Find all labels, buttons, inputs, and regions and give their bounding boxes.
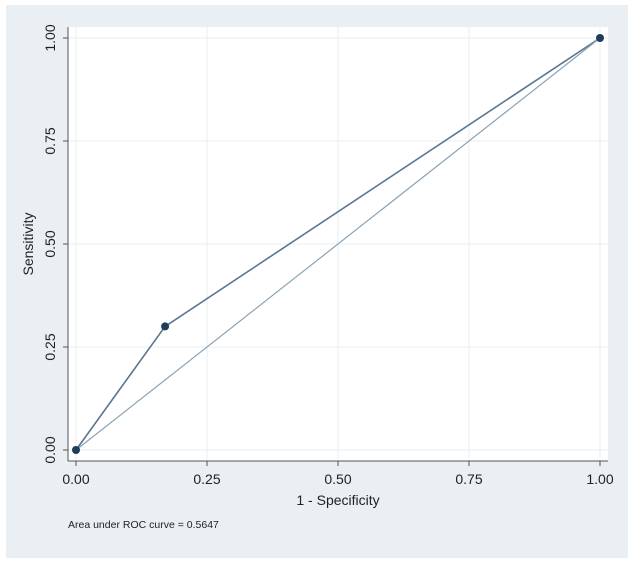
- y-tick-label: 1.00: [42, 24, 58, 51]
- y-axis-title: Sensitivity: [20, 212, 36, 275]
- y-tick-label: 0.25: [42, 333, 58, 360]
- roc-chart: 0.00 0.25 0.50 0.75 1.00 0.00 0.25 0.50 0.75 1.0…: [20, 24, 614, 531]
- y-tick-label: 0.00: [42, 436, 58, 463]
- y-tick-label: 0.50: [42, 230, 58, 257]
- reference-line: [75, 37, 601, 451]
- x-tick-label: 1.00: [586, 471, 613, 487]
- roc-point: [161, 322, 170, 331]
- roc-point: [596, 34, 604, 42]
- x-tick-label: 0.00: [62, 471, 89, 487]
- x-ticks: 0.00 0.25 0.50 0.75 1.00: [62, 461, 614, 487]
- x-tick-label: 0.25: [193, 471, 220, 487]
- y-ticks: 0.00 0.25 0.50 0.75 1.00: [42, 24, 68, 464]
- y-tick-label: 0.75: [42, 127, 58, 154]
- roc-point: [72, 446, 80, 454]
- x-axis-title: 1 - Specificity: [296, 492, 379, 508]
- x-tick-label: 0.50: [324, 471, 351, 487]
- auc-annotation: Area under ROC curve = 0.5647: [68, 519, 219, 531]
- chart-frame: 0.00 0.25 0.50 0.75 1.00 0.00 0.25 0.50 0.75 1.0…: [6, 5, 628, 558]
- x-tick-label: 0.75: [455, 471, 482, 487]
- series-markers: [72, 34, 604, 454]
